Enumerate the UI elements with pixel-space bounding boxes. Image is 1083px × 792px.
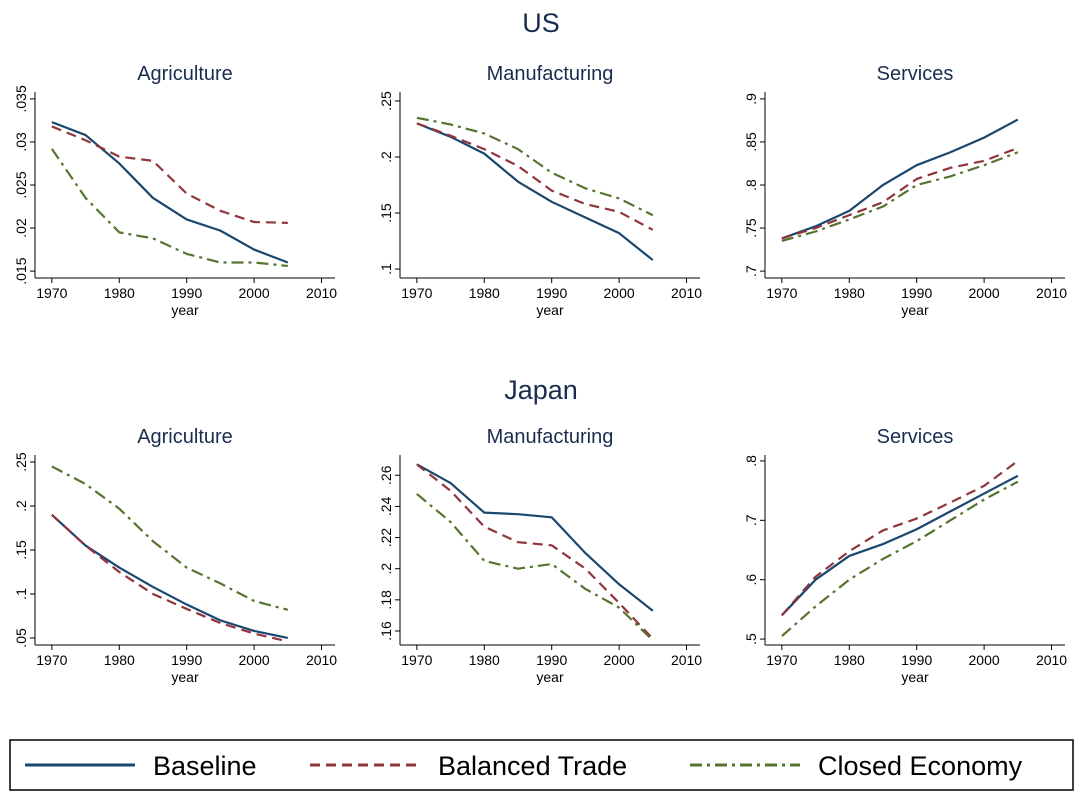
x-tick-label: 2010 xyxy=(1036,285,1067,301)
y-tick-label: .2 xyxy=(13,500,29,512)
y-tick-label: .1 xyxy=(378,263,394,275)
panel-title: Manufacturing xyxy=(487,63,614,85)
x-tick-label: 1980 xyxy=(469,652,500,668)
x-tick-label: 1990 xyxy=(536,652,567,668)
y-tick-label: .03 xyxy=(13,132,29,152)
x-tick-label: 1970 xyxy=(766,285,797,301)
legend-label: Closed Economy xyxy=(818,751,1023,781)
x-tick-label: 1980 xyxy=(104,652,135,668)
series-line xyxy=(416,463,654,640)
y-tick-label: .6 xyxy=(743,574,759,586)
x-tick-label: 1980 xyxy=(834,652,865,668)
series-line xyxy=(416,463,654,612)
x-axis-label: year xyxy=(901,302,929,318)
x-axis-label: year xyxy=(171,669,199,685)
x-tick-label: 1990 xyxy=(536,285,567,301)
x-tick-label: 1980 xyxy=(469,285,500,301)
y-tick-label: .2 xyxy=(378,151,394,163)
y-tick-label: .05 xyxy=(13,628,29,648)
y-tick-label: .1 xyxy=(13,588,29,600)
panel-title: Manufacturing xyxy=(487,426,614,448)
y-tick-label: .2 xyxy=(378,563,394,575)
x-tick-label: 2010 xyxy=(306,652,337,668)
y-tick-label: .25 xyxy=(378,91,394,111)
series-line xyxy=(416,493,654,642)
y-tick-label: .9 xyxy=(743,93,759,105)
x-tick-label: 2000 xyxy=(604,652,635,668)
series-line xyxy=(51,465,289,611)
series-line xyxy=(781,118,1019,240)
y-tick-label: .015 xyxy=(13,257,29,284)
x-tick-label: 1970 xyxy=(36,652,67,668)
row-title: US xyxy=(522,8,560,38)
legend-label: Balanced Trade xyxy=(438,751,627,781)
legend-box xyxy=(9,739,1074,791)
x-axis-label: year xyxy=(901,669,929,685)
y-tick-label: .025 xyxy=(13,171,29,198)
panel-title: Agriculture xyxy=(137,426,233,448)
x-tick-label: 2000 xyxy=(604,285,635,301)
y-tick-label: .8 xyxy=(743,179,759,191)
x-tick-label: 1990 xyxy=(901,652,932,668)
y-tick-label: .15 xyxy=(13,540,29,560)
x-tick-label: 1970 xyxy=(401,652,432,668)
x-tick-label: 2010 xyxy=(671,285,702,301)
series-line xyxy=(781,151,1019,243)
series-line xyxy=(50,148,288,268)
y-tick-label: .15 xyxy=(378,203,394,223)
y-tick-label: .22 xyxy=(378,528,394,548)
x-tick-label: 1990 xyxy=(171,285,202,301)
y-tick-label: .035 xyxy=(13,85,29,112)
series-line xyxy=(416,116,654,217)
x-tick-label: 2000 xyxy=(969,652,1000,668)
x-tick-label: 2010 xyxy=(1036,652,1067,668)
panel-title: Agriculture xyxy=(137,63,233,85)
legend-label: Baseline xyxy=(153,751,257,781)
y-tick-label: .85 xyxy=(743,132,759,152)
x-tick-label: 2010 xyxy=(671,652,702,668)
y-tick-label: .5 xyxy=(743,633,759,645)
x-tick-label: 1970 xyxy=(36,285,67,301)
series-line xyxy=(781,460,1019,617)
x-tick-label: 1970 xyxy=(766,652,797,668)
series-line xyxy=(781,146,1019,240)
series-line xyxy=(51,513,289,640)
x-tick-label: 2000 xyxy=(239,285,270,301)
x-axis-label: year xyxy=(536,302,564,318)
row-title: Japan xyxy=(504,375,578,405)
y-tick-label: .24 xyxy=(378,496,394,516)
y-tick-label: .7 xyxy=(743,265,759,277)
x-tick-label: 1990 xyxy=(171,652,202,668)
y-tick-label: .75 xyxy=(743,218,759,238)
y-tick-label: .25 xyxy=(13,452,29,472)
series-line xyxy=(51,513,289,643)
y-tick-label: .16 xyxy=(378,621,394,641)
series-line xyxy=(51,125,288,224)
x-tick-label: 2010 xyxy=(306,285,337,301)
series-line xyxy=(781,474,1019,617)
panel-title: Services xyxy=(877,426,954,448)
x-tick-label: 1980 xyxy=(104,285,135,301)
series-line xyxy=(416,122,654,261)
y-tick-label: .7 xyxy=(743,514,759,526)
y-tick-label: .26 xyxy=(378,465,394,485)
series-line xyxy=(416,122,654,231)
x-tick-label: 1990 xyxy=(901,285,932,301)
x-axis-label: year xyxy=(171,302,199,318)
series-line xyxy=(51,121,289,264)
series-line xyxy=(781,480,1019,637)
x-tick-label: 1970 xyxy=(401,285,432,301)
y-tick-label: .18 xyxy=(378,590,394,610)
x-tick-label: 2000 xyxy=(969,285,1000,301)
x-tick-label: 2000 xyxy=(239,652,270,668)
panel-title: Services xyxy=(877,63,954,85)
x-tick-label: 1980 xyxy=(834,285,865,301)
x-axis-label: year xyxy=(536,669,564,685)
y-tick-label: .02 xyxy=(13,218,29,238)
y-tick-label: .8 xyxy=(743,455,759,467)
